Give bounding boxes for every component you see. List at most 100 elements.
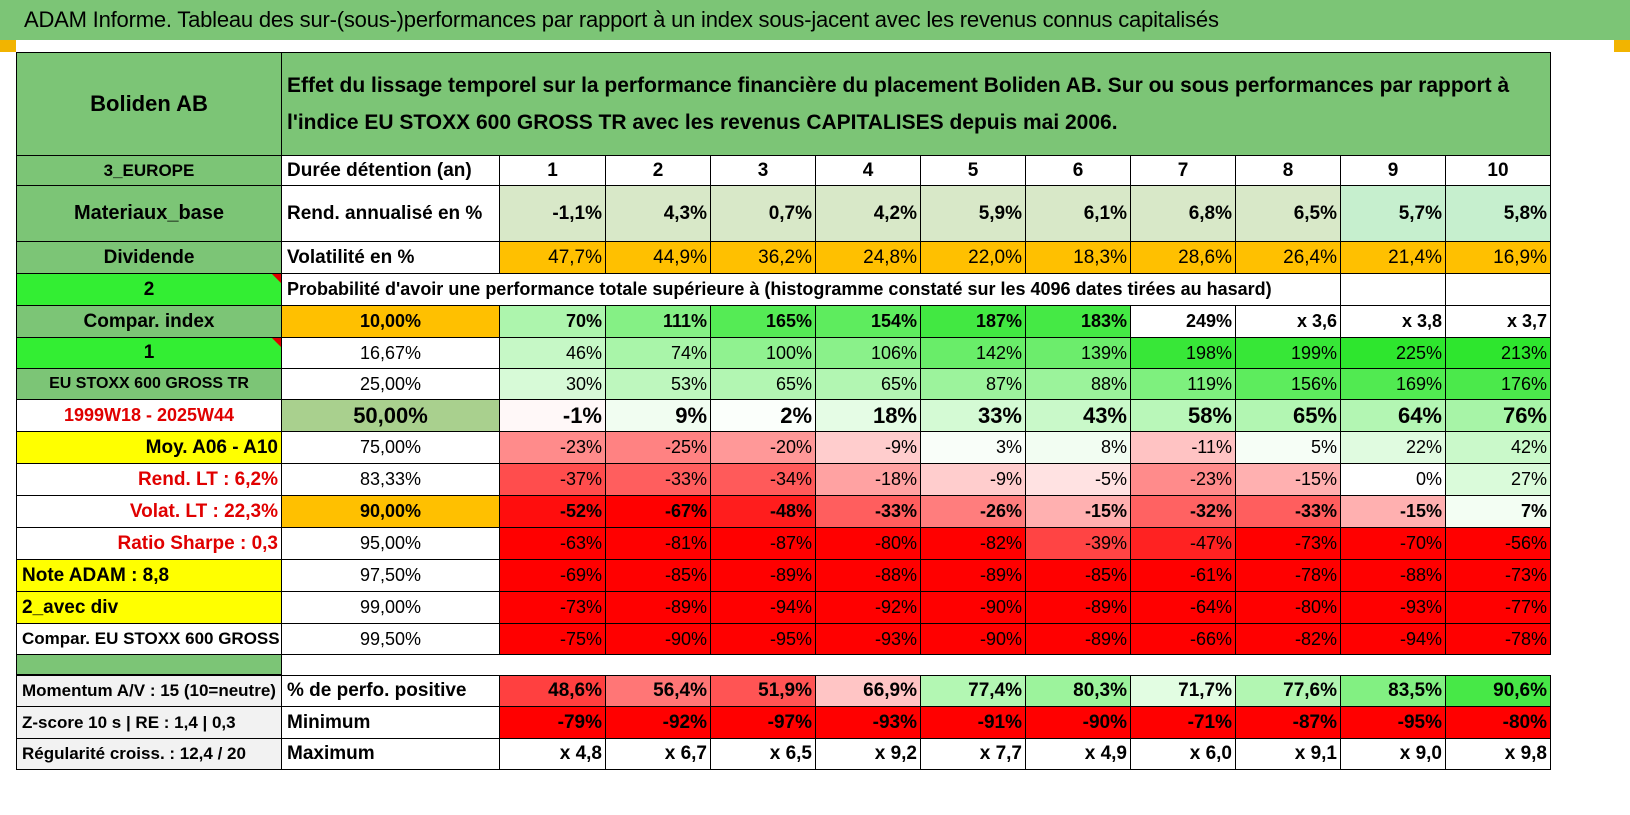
percentile-value: 169% xyxy=(1341,369,1446,400)
percentile-value: 183% xyxy=(1026,306,1131,338)
row-label-maximum: Maximum xyxy=(282,739,500,770)
percentile-value: -48% xyxy=(711,496,816,528)
percentile-value: -80% xyxy=(1236,592,1341,624)
percentile-value: -73% xyxy=(1446,560,1551,592)
percentile-value: 5% xyxy=(1236,432,1341,464)
rend-value: 5,7% xyxy=(1341,186,1446,242)
percentile-label: 25,00% xyxy=(282,369,500,400)
percentile-value: -93% xyxy=(1341,592,1446,624)
percentile-value: -85% xyxy=(606,560,711,592)
pct-pos-value: 77,4% xyxy=(921,675,1026,707)
minimum-value: -79% xyxy=(500,707,606,739)
row-label-duree: Durée détention (an) xyxy=(282,156,500,186)
left-label-period: 1999W18 - 2025W44 xyxy=(16,400,282,432)
volat-value: 44,9% xyxy=(606,242,711,274)
pct-pos-value: 56,4% xyxy=(606,675,711,707)
percentile-value: 8% xyxy=(1026,432,1131,464)
percentile-value: 3% xyxy=(921,432,1026,464)
empty-cell xyxy=(1341,274,1446,306)
percentile-label: 90,00% xyxy=(282,496,500,528)
percentile-value: 58% xyxy=(1131,400,1236,432)
percentile-value: 9% xyxy=(606,400,711,432)
percentile-value: 33% xyxy=(921,400,1026,432)
percentile-value: -85% xyxy=(1026,560,1131,592)
percentile-value: 88% xyxy=(1026,369,1131,400)
percentile-value: -89% xyxy=(711,560,816,592)
percentile-value: 65% xyxy=(1236,400,1341,432)
percentile-value: 106% xyxy=(816,338,921,369)
percentile-value: -88% xyxy=(816,560,921,592)
percentile-value: -89% xyxy=(1026,592,1131,624)
volat-value: 36,2% xyxy=(711,242,816,274)
minimum-value: -91% xyxy=(921,707,1026,739)
percentile-value: -81% xyxy=(606,528,711,560)
percentile-value: 87% xyxy=(921,369,1026,400)
volat-value: 24,8% xyxy=(816,242,921,274)
percentile-label: 99,00% xyxy=(282,592,500,624)
percentile-value: -34% xyxy=(711,464,816,496)
percentile-value: -90% xyxy=(921,592,1026,624)
percentile-value: 156% xyxy=(1236,369,1341,400)
percentile-label: 95,00% xyxy=(282,528,500,560)
percentile-value: -80% xyxy=(816,528,921,560)
percentile-value: -94% xyxy=(1341,624,1446,655)
percentile-value: -70% xyxy=(1341,528,1446,560)
pct-pos-value: 71,7% xyxy=(1131,675,1236,707)
rend-value: 4,2% xyxy=(816,186,921,242)
percentile-value: -75% xyxy=(500,624,606,655)
percentile-value: 43% xyxy=(1026,400,1131,432)
year-header: 4 xyxy=(816,156,921,186)
pct-pos-value: 83,5% xyxy=(1341,675,1446,707)
pct-pos-value: 80,3% xyxy=(1026,675,1131,707)
percentile-value: x 3,6 xyxy=(1236,306,1341,338)
percentile-value: -37% xyxy=(500,464,606,496)
maximum-value: x 9,1 xyxy=(1236,739,1341,770)
percentile-value: 139% xyxy=(1026,338,1131,369)
percentile-value: x 3,8 xyxy=(1341,306,1446,338)
rend-value: 6,1% xyxy=(1026,186,1131,242)
percentile-value: -23% xyxy=(1131,464,1236,496)
percentile-value: -47% xyxy=(1131,528,1236,560)
percentile-value: 70% xyxy=(500,306,606,338)
empty-cell xyxy=(1446,274,1551,306)
percentile-value: 53% xyxy=(606,369,711,400)
minimum-value: -90% xyxy=(1026,707,1131,739)
minimum-value: -92% xyxy=(606,707,711,739)
percentile-value: 64% xyxy=(1341,400,1446,432)
rend-value: 5,9% xyxy=(921,186,1026,242)
percentile-value: -88% xyxy=(1341,560,1446,592)
percentile-value: 142% xyxy=(921,338,1026,369)
percentile-value: -77% xyxy=(1446,592,1551,624)
row-label-probability: Probabilité d'avoir une performance tota… xyxy=(282,274,1341,306)
percentile-value: -33% xyxy=(1236,496,1341,528)
percentile-value: -73% xyxy=(1236,528,1341,560)
percentile-value: -26% xyxy=(921,496,1026,528)
percentile-value: 22% xyxy=(1341,432,1446,464)
rend-value: -1,1% xyxy=(500,186,606,242)
left-label-sector: Materiaux_base xyxy=(16,186,282,242)
minimum-value: -71% xyxy=(1131,707,1236,739)
minimum-value: -80% xyxy=(1446,707,1551,739)
percentile-value: 74% xyxy=(606,338,711,369)
year-header: 10 xyxy=(1446,156,1551,186)
percentile-value: 65% xyxy=(711,369,816,400)
percentile-value: 46% xyxy=(500,338,606,369)
rend-value: 6,8% xyxy=(1131,186,1236,242)
minimum-value: -95% xyxy=(1341,707,1446,739)
pct-pos-value: 51,9% xyxy=(711,675,816,707)
percentile-value: x 3,7 xyxy=(1446,306,1551,338)
left-label-volat-lt: Volat. LT : 22,3% xyxy=(16,496,282,528)
percentile-label: 75,00% xyxy=(282,432,500,464)
percentile-value: -90% xyxy=(606,624,711,655)
left-label-moy: Moy. A06 - A10 xyxy=(16,432,282,464)
percentile-value: 111% xyxy=(606,306,711,338)
percentile-value: -56% xyxy=(1446,528,1551,560)
percentile-value: -87% xyxy=(711,528,816,560)
percentile-value: -9% xyxy=(816,432,921,464)
percentile-value: -15% xyxy=(1026,496,1131,528)
percentile-value: -23% xyxy=(500,432,606,464)
left-label-company: Boliden AB xyxy=(16,52,282,156)
pct-pos-value: 90,6% xyxy=(1446,675,1551,707)
left-label-note-adam: Note ADAM : 8,8 xyxy=(16,560,282,592)
volat-value: 16,9% xyxy=(1446,242,1551,274)
